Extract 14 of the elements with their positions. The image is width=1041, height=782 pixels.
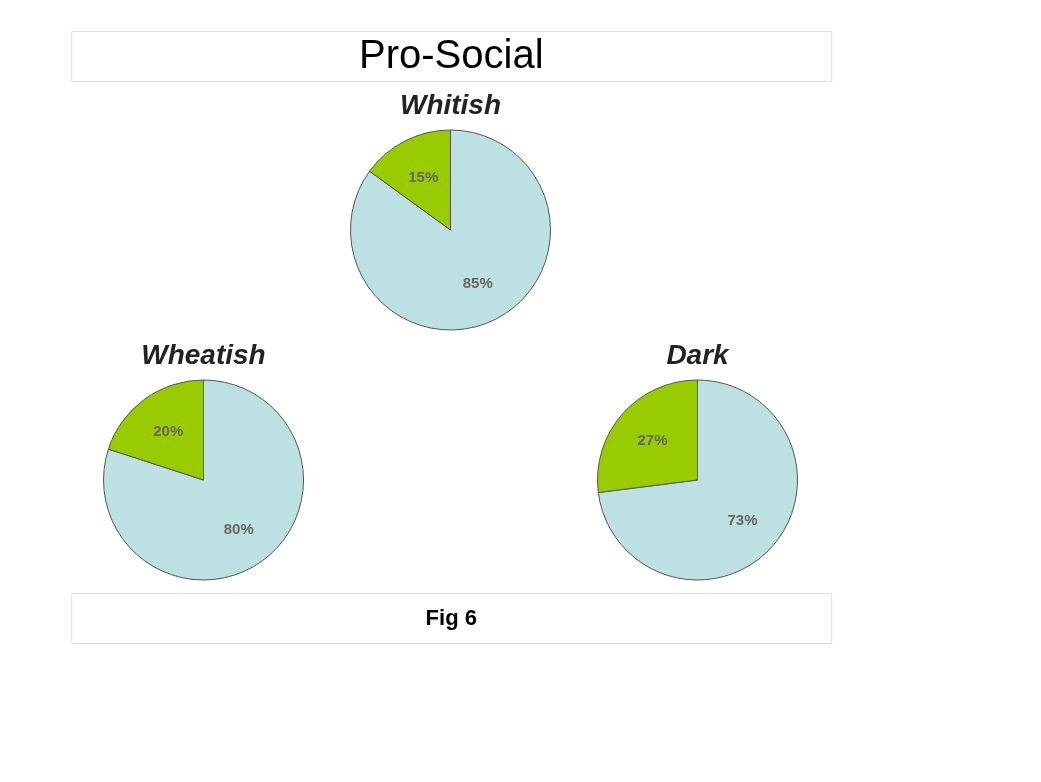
data-label: 73%: [727, 510, 758, 528]
chart-title: Whitish: [399, 89, 502, 120]
pie-slice: [597, 379, 798, 581]
chart-title: Dark: [666, 339, 731, 370]
data-label: 15%: [408, 167, 439, 185]
data-label: 80%: [223, 519, 254, 537]
text: Pro-Social: [358, 32, 544, 76]
caption: Fig 6: [425, 605, 477, 630]
pie-slice: [103, 379, 304, 581]
chart-title: Wheatish: [141, 339, 266, 370]
data-label: 85%: [462, 274, 493, 292]
pie-slice: [350, 129, 551, 331]
data-label: 20%: [153, 422, 184, 440]
data-label: 27%: [637, 431, 668, 449]
